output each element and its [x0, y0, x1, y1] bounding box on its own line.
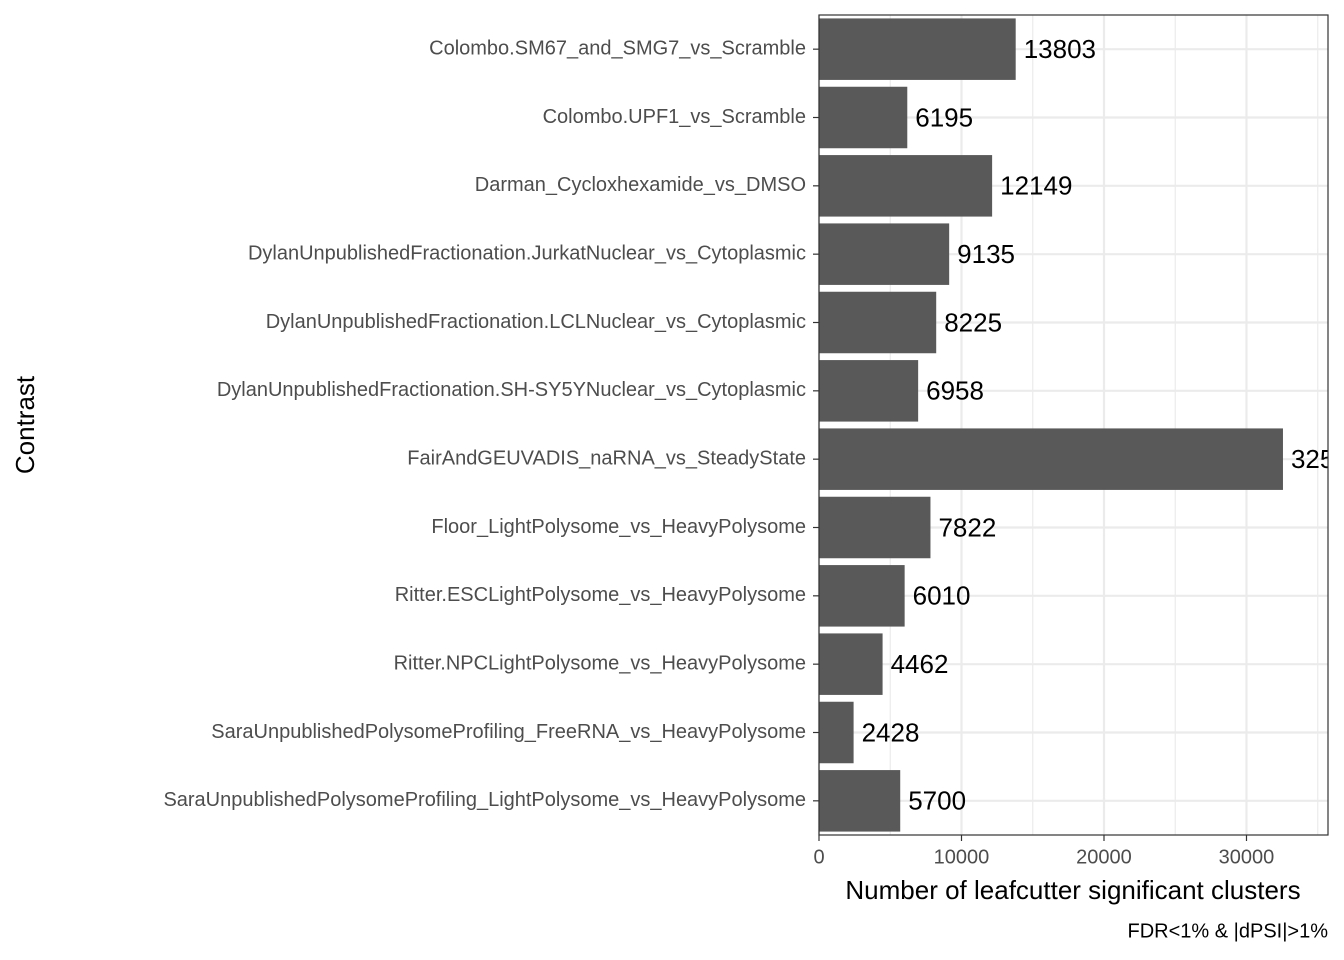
bar — [819, 155, 993, 217]
value-label: 32560 — [1291, 444, 1344, 474]
bar — [819, 701, 854, 764]
x-tick-label: 0 — [813, 846, 824, 868]
bar — [819, 428, 1283, 490]
caption: FDR<1% & |dPSI|>1% — [1128, 920, 1329, 942]
y-tick-label: Colombo.UPF1_vs_Scramble — [543, 106, 806, 128]
y-tick-label: Floor_LightPolysome_vs_HeavyPolysome — [431, 516, 806, 538]
y-tick-label: Ritter.NPCLightPolysome_vs_HeavyPolysome — [394, 652, 806, 674]
bar — [819, 291, 937, 354]
value-label: 9135 — [957, 239, 1015, 269]
value-label: 6010 — [913, 581, 971, 611]
x-tick-label: 20000 — [1076, 846, 1132, 868]
bar — [819, 770, 901, 832]
bar — [819, 565, 905, 627]
y-tick-label: Ritter.ESCLightPolysome_vs_HeavyPolysome — [395, 584, 806, 606]
value-label: 13803 — [1024, 34, 1096, 64]
bars: 13803 6195 12149 9135 8225 6958 32560 7822 6010 4… — [819, 18, 1344, 832]
y-tick-label: DylanUnpublishedFractionation.LCLNuclear… — [266, 311, 806, 333]
bar — [819, 86, 908, 149]
bar — [819, 18, 1016, 80]
bar — [819, 633, 883, 695]
value-label: 5700 — [908, 786, 966, 816]
value-label: 2428 — [862, 717, 920, 747]
x-axis-title: Number of leafcutter significant cluster… — [845, 875, 1300, 905]
value-label: 8225 — [944, 307, 1002, 337]
bar — [819, 496, 931, 559]
y-tick-label: DylanUnpublishedFractionation.SH-SY5YNuc… — [217, 379, 806, 401]
bar — [819, 360, 919, 422]
bar — [819, 223, 950, 285]
y-axis-title: Contrast — [10, 375, 40, 474]
value-label: 12149 — [1000, 171, 1072, 201]
axes: 0 10000 20000 30000 Colombo.SM67_and_SMG7_vs… — [163, 37, 1274, 868]
y-tick-label: Darman_Cycloxhexamide_vs_DMSO — [475, 174, 806, 196]
value-label: 4462 — [891, 649, 949, 679]
x-tick-label: 30000 — [1219, 846, 1275, 868]
y-tick-label: Colombo.SM67_and_SMG7_vs_Scramble — [429, 37, 806, 59]
x-tick-label: 10000 — [934, 846, 990, 868]
y-tick-label: SaraUnpublishedPolysomeProfiling_LightPo… — [163, 789, 806, 811]
value-label: 6195 — [915, 102, 973, 132]
panel-border — [818, 14, 1329, 836]
y-tick-label: FairAndGEUVADIS_naRNA_vs_SteadyState — [407, 447, 806, 469]
value-label: 6958 — [926, 376, 984, 406]
y-tick-label: DylanUnpublishedFractionation.JurkatNucl… — [248, 242, 806, 264]
y-tick-label: SaraUnpublishedPolysomeProfiling_FreeRNA… — [211, 721, 806, 743]
value-label: 7822 — [938, 512, 996, 542]
